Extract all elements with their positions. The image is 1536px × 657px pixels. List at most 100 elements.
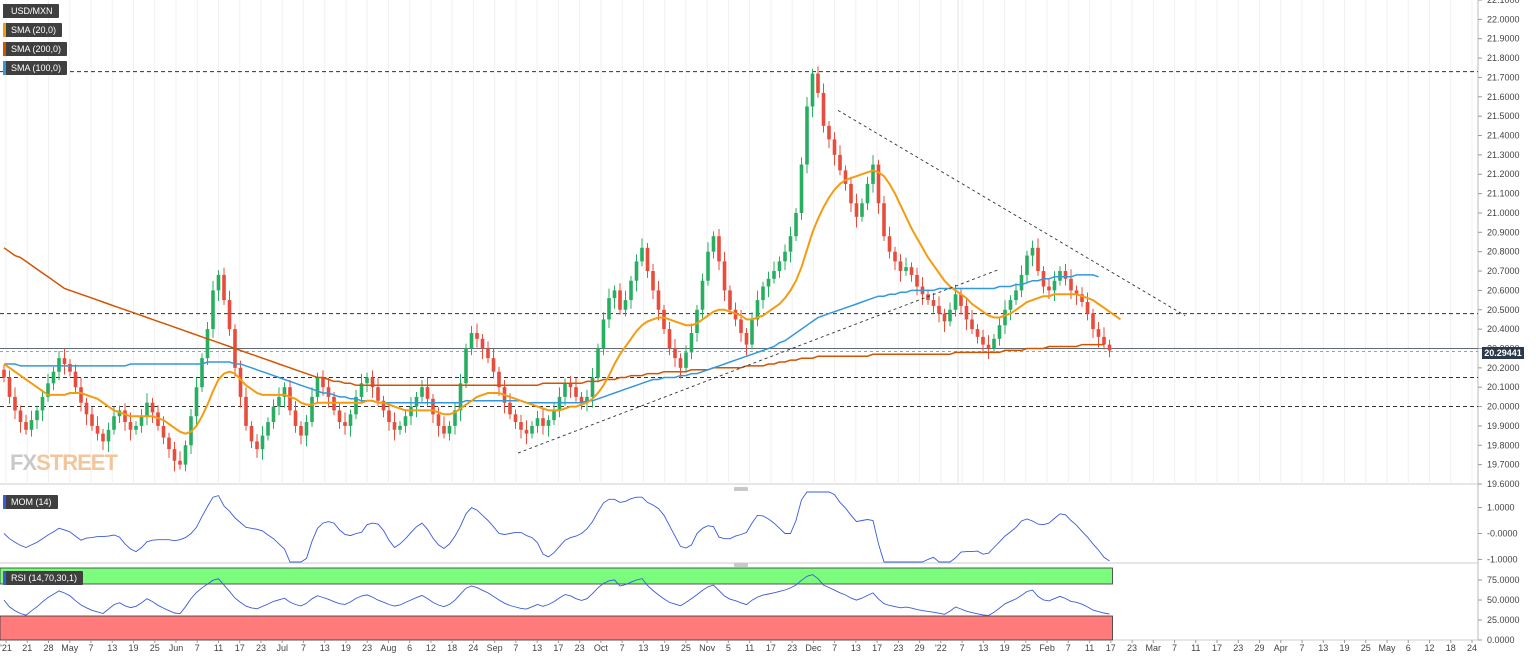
x-tick-label: Feb	[1039, 643, 1055, 653]
candle-body	[1091, 313, 1095, 330]
candle-body	[623, 300, 628, 310]
candle-body	[112, 416, 116, 430]
candle-body	[1102, 336, 1106, 345]
candle-body	[238, 367, 243, 397]
legend-rsi[interactable]: RSI (14,70,30,1)	[3, 571, 84, 585]
candle-body	[205, 329, 210, 359]
panel-resize-handle[interactable]	[734, 487, 748, 491]
panel-resize-handle[interactable]	[734, 563, 748, 567]
y-tick-label: 21.3000	[1487, 150, 1520, 160]
candle-body	[777, 261, 782, 272]
candle-body	[717, 236, 721, 262]
candle-body	[442, 425, 446, 434]
y-tick-label: 20.4000	[1487, 324, 1520, 334]
candle-body	[898, 261, 903, 272]
legend-usdmxn[interactable]: USD/MXN	[3, 4, 59, 18]
x-tick-label: 23	[575, 643, 585, 653]
price-plot[interactable]	[2, 66, 1122, 472]
candle-body	[266, 422, 270, 436]
candle-body	[634, 261, 639, 281]
legend-sma200[interactable]: SMA (200,0)	[3, 42, 68, 56]
candle-body	[590, 377, 595, 397]
candle-body	[722, 261, 727, 291]
candle-body	[447, 425, 452, 434]
x-tick-label: 11	[1085, 643, 1094, 653]
candle-body	[519, 422, 523, 430]
candle-body	[106, 429, 111, 442]
x-tick-label: 13	[851, 643, 861, 653]
candle-body	[183, 445, 188, 465]
candle-body	[942, 313, 947, 322]
candle-body	[277, 396, 281, 407]
candle-body	[706, 251, 710, 281]
candle-body	[453, 410, 457, 426]
legend-sma20[interactable]: SMA (20,0)	[3, 23, 63, 37]
candle-body	[359, 383, 364, 397]
candle-body	[783, 251, 787, 262]
candle-body	[167, 437, 171, 450]
candle-body	[981, 336, 985, 345]
x-tick-label: 23	[787, 643, 797, 653]
candle-body	[123, 410, 127, 423]
candle-body	[79, 387, 83, 403]
candle-body	[469, 332, 474, 349]
y-tick-label: 20.8000	[1487, 247, 1520, 257]
candle-body	[1047, 286, 1051, 291]
candle-body	[997, 325, 1002, 339]
candle-body	[1052, 280, 1057, 291]
legend-swatch	[3, 495, 6, 509]
x-tick-label: Jun	[169, 643, 184, 653]
x-tick-label: 11	[1191, 643, 1200, 653]
candle-body	[486, 348, 490, 359]
candle-body	[161, 425, 166, 438]
x-tick-label: 29	[915, 643, 925, 653]
candle-body	[1014, 290, 1018, 301]
x-tick-label: 6	[407, 643, 412, 653]
x-tick-label: 23	[362, 643, 372, 653]
candle-body	[134, 425, 138, 430]
candle-body	[84, 402, 89, 415]
legend-swatch	[3, 4, 6, 18]
candle-body	[95, 425, 100, 434]
x-tick-label: 7	[620, 643, 625, 653]
candle-body	[1107, 344, 1112, 351]
candle-body	[970, 319, 974, 330]
candle-body	[128, 422, 133, 430]
candle-body	[931, 300, 936, 306]
legend-sma100[interactable]: SMA (100,0)	[3, 61, 68, 75]
candle-body	[601, 319, 606, 349]
candle-body	[480, 338, 485, 349]
candle-body	[73, 371, 78, 388]
candle-body	[513, 414, 518, 423]
candle-body	[387, 410, 391, 423]
legend-swatch	[3, 571, 6, 585]
candle-body	[695, 309, 699, 333]
candle-body	[299, 425, 303, 436]
x-tick-label: 25	[1021, 643, 1031, 653]
y-tick-label: 21.9000	[1487, 34, 1520, 44]
momentum-panel[interactable]: 1.0000 -0.0000 -1.0000	[3, 491, 1518, 564]
candle-body	[326, 387, 331, 397]
sma100-line	[4, 274, 1099, 404]
candle-body	[805, 106, 809, 165]
x-tick-label: 28	[43, 643, 53, 653]
rsi-panel[interactable]: 75.0000 50.0000 25.0000 0.0000	[0, 567, 1520, 645]
candle-body	[40, 396, 45, 411]
candle-body	[640, 247, 644, 262]
y-tick-label: 50.0000	[1487, 595, 1520, 605]
legend-mom[interactable]: MOM (14)	[3, 495, 58, 509]
candle-body	[1003, 309, 1007, 326]
candle-body	[1069, 278, 1073, 291]
x-tick-label: 6	[1406, 643, 1411, 653]
candle-body	[607, 298, 611, 320]
x-tick-label: 7	[301, 643, 306, 653]
candle-body	[1025, 255, 1029, 275]
x-tick-label: 19	[341, 643, 351, 653]
x-tick-label: '22	[935, 643, 947, 653]
x-tick-label: 23	[256, 643, 266, 653]
y-tick-label: 19.6000	[1487, 479, 1520, 489]
candle-body	[986, 344, 991, 349]
candle-body	[656, 290, 661, 310]
y-tick-label: 20.5000	[1487, 305, 1520, 315]
